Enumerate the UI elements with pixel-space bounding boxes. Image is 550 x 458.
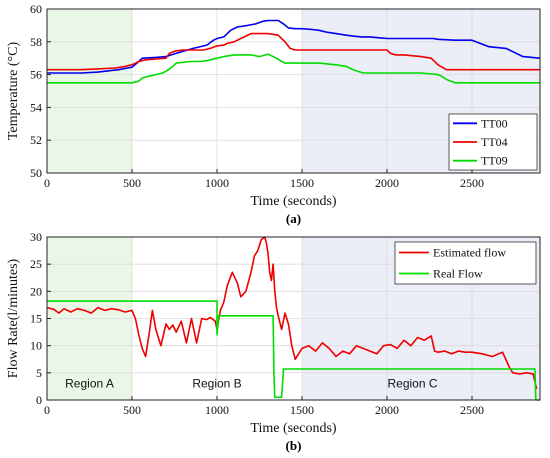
chart-b-series [46,236,540,401]
x-tick-label: 0 [44,403,50,417]
x-tick-label: 500 [123,176,141,190]
y-tick-label: 15 [30,312,42,326]
series-line-tt04 [47,32,540,71]
chart-b-annotations: Region A Region B Region C [65,377,438,391]
x-tick-label: 1500 [290,176,314,190]
chart-b-ticks: 0 500 1000 1500 2000 2500 0 5 10 15 20 25 30 [30,230,484,417]
chart-b-panel-label: (b) [286,438,302,453]
chart-b-ylabel: Flow Rate(l/minutes) [6,258,21,378]
legend-entry: TT09 [481,154,508,168]
y-tick-label: 54 [30,100,42,114]
legend-entry: Real Flow [433,267,483,281]
legend-box [394,241,537,285]
chart-a-series [47,19,541,84]
chart-b: 0 500 1000 1500 2000 2500 0 5 10 15 20 25 30 Region … [6,230,541,453]
x-tick-label: 1500 [290,403,314,417]
shaded-region-0 [47,9,132,173]
series-line-tt00 [47,19,541,74]
chart-a-ticks: 0 500 1000 1500 2000 2500 50 52 54 56 58 60 [30,2,484,190]
y-tick-label: 25 [30,257,42,271]
chart-a-panel-label: (a) [286,211,301,226]
series-line-tt09 [47,53,540,84]
region-label-a: Region A [65,377,114,391]
chart-a-xlabel: Time (seconds) [250,194,337,209]
y-tick-label: 5 [36,366,42,380]
x-tick-label: 1000 [205,176,229,190]
series-line-real-flow [47,300,540,401]
y-tick-label: 30 [30,230,42,244]
legend-entry: TT00 [481,116,508,130]
y-tick-label: 10 [30,339,42,353]
x-tick-label: 2500 [460,176,484,190]
y-tick-label: 58 [30,35,42,49]
x-tick-label: 1000 [205,403,229,417]
chart-b-xlabel: Time (seconds) [250,421,337,436]
y-tick-label: 56 [30,68,42,82]
x-tick-label: 2000 [375,403,399,417]
y-tick-label: 0 [36,393,42,407]
x-tick-label: 2500 [460,403,484,417]
legend-entry: Estimated flow [433,246,506,260]
x-tick-label: 0 [44,176,50,190]
x-tick-label: 2000 [375,176,399,190]
legend-entry: TT04 [481,135,508,149]
region-label-b: Region B [192,377,241,391]
chart-a: 0 500 1000 1500 2000 2500 50 52 54 56 58 60 Time (s… [6,2,541,226]
chart-a-legend: TT00 TT04 TT09 [448,113,538,171]
chart-b-legend: Estimated flow Real Flow [394,241,537,285]
chart-a-ylabel: Temperature (°C) [6,42,21,141]
x-tick-label: 500 [123,403,141,417]
y-tick-label: 50 [30,166,42,180]
chart-a-frame [46,8,541,174]
series-line-estimated-flow [46,236,538,390]
y-tick-label: 20 [30,284,42,298]
y-tick-label: 60 [30,2,42,16]
region-label-c: Region C [387,377,437,391]
y-tick-label: 52 [30,133,42,147]
